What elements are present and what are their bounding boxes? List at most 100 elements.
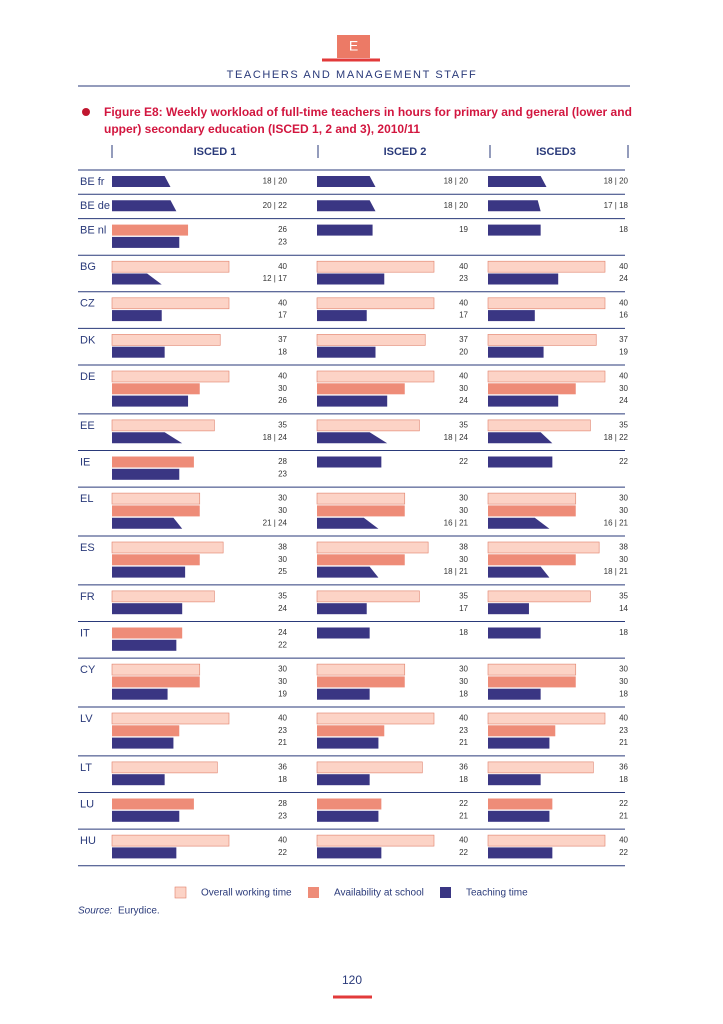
value-label: 22 — [619, 457, 628, 466]
bar — [112, 688, 168, 700]
bar — [316, 260, 435, 273]
value-label: 30 — [619, 494, 628, 503]
bar-range — [112, 273, 162, 285]
column-header: ISCED 2 — [384, 146, 427, 158]
country-label: LV — [80, 713, 93, 725]
bar-range — [112, 200, 177, 212]
legend-label: Availability at school — [334, 888, 424, 899]
source-label: Source: — [78, 906, 113, 917]
value-label: 40 — [278, 262, 287, 271]
value-label: 24 — [278, 604, 287, 613]
country-label: BG — [80, 261, 96, 273]
bar — [317, 383, 405, 395]
bar — [112, 383, 200, 395]
value-label: 18 — [459, 628, 468, 637]
bar — [317, 847, 382, 859]
value-label: 40 — [619, 372, 628, 381]
value-label: 38 — [278, 543, 287, 552]
bar — [487, 492, 577, 505]
value-label: 40 — [459, 262, 468, 271]
bar — [488, 224, 541, 236]
legend-swatch — [440, 887, 451, 898]
value-label: 26 — [278, 225, 287, 234]
bar — [316, 663, 406, 676]
value-label: 18 | 21 — [444, 567, 469, 576]
bar — [112, 798, 194, 810]
value-label: 18 | 21 — [604, 567, 629, 576]
bar — [317, 798, 382, 810]
bar — [111, 492, 201, 505]
value-label: 18 | 20 — [444, 177, 469, 186]
value-label: 18 — [619, 225, 628, 234]
bar — [112, 236, 180, 248]
value-label: 18 | 20 — [604, 177, 629, 186]
value-label: 24 — [278, 628, 287, 637]
bar — [487, 663, 577, 676]
bar — [111, 712, 230, 725]
value-label: 23 — [459, 726, 468, 735]
bar — [112, 395, 189, 407]
value-label: 30 — [278, 665, 287, 674]
value-label: 30 — [459, 555, 468, 564]
bar — [488, 273, 559, 285]
bar — [317, 737, 379, 749]
value-label: 30 — [278, 494, 287, 503]
bar — [488, 847, 553, 859]
bar — [316, 834, 435, 847]
section-badge: E — [349, 38, 358, 54]
value-label: 17 | 18 — [604, 201, 629, 210]
value-label: 30 — [278, 677, 287, 686]
page-number: 120 — [342, 973, 362, 987]
value-label: 18 — [278, 347, 287, 356]
bar — [317, 273, 385, 285]
value-label: 24 — [619, 396, 628, 405]
bar — [487, 334, 597, 346]
bar — [316, 590, 420, 603]
source-text: Eurydice. — [118, 906, 160, 917]
bar — [112, 554, 200, 566]
country-label: IT — [80, 627, 90, 639]
value-label: 20 — [459, 347, 468, 356]
value-label: 30 — [459, 677, 468, 686]
value-label: 16 | 21 — [604, 518, 629, 527]
country-label: IE — [80, 456, 90, 468]
value-label: 28 — [278, 799, 287, 808]
bar-range — [317, 517, 379, 529]
legend-label: Overall working time — [201, 888, 292, 899]
bar — [488, 688, 541, 700]
value-label: 16 | 21 — [444, 518, 469, 527]
bar — [112, 468, 180, 480]
value-label: 21 — [278, 738, 287, 747]
bar — [316, 370, 435, 383]
value-label: 30 — [459, 494, 468, 503]
bar — [487, 260, 606, 273]
value-label: 40 — [619, 836, 628, 845]
title-bullet — [82, 108, 90, 116]
value-label: 17 — [278, 311, 287, 320]
value-label: 16 — [619, 311, 628, 320]
bar — [317, 725, 385, 737]
value-label: 30 — [619, 506, 628, 515]
country-label: HU — [80, 835, 96, 847]
bar-range — [112, 176, 171, 187]
country-label: DK — [80, 334, 96, 346]
bar — [317, 676, 405, 688]
bar — [112, 346, 165, 358]
value-label: 36 — [459, 763, 468, 772]
bar — [317, 456, 382, 468]
bar-range — [112, 432, 183, 444]
value-label: 22 — [278, 640, 287, 649]
value-label: 24 — [619, 274, 628, 283]
value-label: 19 — [619, 347, 628, 356]
bar-range — [488, 566, 550, 578]
bar — [487, 541, 600, 554]
bar — [316, 492, 406, 505]
value-label: 35 — [459, 592, 468, 601]
value-label: 37 — [459, 335, 468, 344]
value-label: 19 — [459, 225, 468, 234]
bar — [487, 419, 591, 432]
column-header: ISCED3 — [536, 146, 576, 158]
value-label: 19 — [278, 689, 287, 698]
bar — [317, 505, 405, 517]
